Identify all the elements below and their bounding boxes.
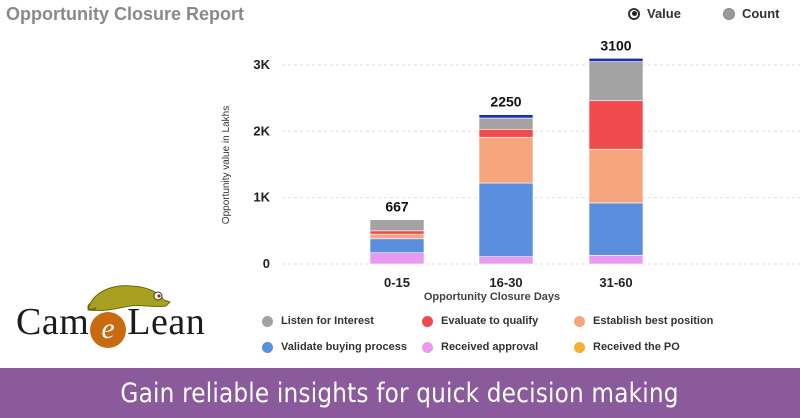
bar-segment [588, 202, 644, 256]
bar-segment [369, 252, 425, 265]
value-toggle-label: Value [647, 6, 681, 21]
legend-item[interactable]: Evaluate to qualify [422, 315, 574, 327]
bar-segment [588, 57, 644, 62]
bar-segment [478, 256, 534, 265]
x-tick-label: 31-60 [599, 275, 632, 290]
metric-toggle-group: Value Count [628, 6, 780, 21]
count-radio-icon[interactable] [722, 7, 735, 20]
bar-segment [478, 128, 534, 138]
bar-total-label: 667 [385, 199, 409, 215]
legend-item[interactable]: Listen for Interest [262, 315, 422, 327]
bar-segment [369, 219, 425, 232]
legend-dot-icon [574, 341, 585, 353]
bar-total-label: 2250 [490, 94, 521, 110]
bar-segment [478, 182, 534, 257]
legend-label: Received the PO [593, 341, 680, 353]
tagline-text: Gain reliable insights for quick decisio… [120, 377, 680, 409]
bar-segment [369, 233, 425, 240]
stacked-bar-chart: 0 1K 2K 3K Opportunity value in Lakhs 667 0-15… [221, 37, 800, 303]
bar-segment [369, 238, 425, 254]
legend-dot-icon [422, 315, 433, 327]
legend-item[interactable]: Received approval [422, 341, 574, 353]
bar-segment [478, 136, 534, 184]
legend-item[interactable]: Received the PO [574, 341, 732, 353]
y-tick-label: 3K [253, 57, 270, 72]
bar-segment [478, 117, 534, 130]
y-axis-title: Opportunity value in Lakhs [221, 106, 232, 224]
logo-wordmark: Cam e Lean [16, 300, 205, 348]
y-tick-label: 2K [253, 123, 270, 138]
legend-item[interactable]: Establish best position [574, 315, 732, 327]
value-toggle[interactable]: Value [628, 6, 681, 21]
tagline-banner: Gain reliable insights for quick decisio… [0, 368, 800, 418]
count-toggle-label: Count [741, 6, 780, 21]
legend-label: Listen for Interest [281, 315, 374, 327]
legend-label: Evaluate to qualify [441, 315, 539, 327]
legend-label: Establish best position [593, 315, 714, 327]
legend-label: Received approval [441, 341, 539, 353]
x-axis-title: Opportunity Closure Days [424, 291, 560, 303]
bar-segment [478, 114, 534, 119]
logo-e-mark: e [90, 312, 127, 348]
y-tick-label: 0 [263, 256, 270, 271]
bar-segment [588, 255, 644, 265]
x-tick-label: 0-15 [384, 275, 410, 290]
bar-total-label: 3100 [600, 37, 631, 53]
report-title: Opportunity Closure Report [6, 4, 244, 24]
legend-label: Validate buying process [281, 341, 407, 353]
bar-segment [588, 61, 644, 102]
legend-dot-icon [262, 315, 273, 327]
legend-dot-icon [422, 341, 433, 353]
camelean-logo: Cam e Lean [16, 282, 248, 348]
logo-text-cam: Cam [16, 301, 90, 343]
legend-item[interactable]: Validate buying process [262, 341, 422, 353]
chart-legend: Listen for Interest Evaluate to qualify Es… [262, 315, 732, 353]
chameleon-logo-icon [87, 285, 171, 311]
y-tick-label: 1K [253, 190, 270, 205]
bar-segment [588, 148, 644, 204]
count-toggle[interactable]: Count [722, 6, 780, 21]
legend-dot-icon [574, 315, 585, 327]
value-radio-icon[interactable] [628, 7, 640, 20]
x-tick-label: 16-30 [489, 275, 522, 290]
legend-dot-icon [262, 341, 273, 353]
logo-text-lean: Lean [127, 301, 206, 343]
bar-segment [588, 100, 644, 150]
bar-segment [369, 230, 425, 235]
